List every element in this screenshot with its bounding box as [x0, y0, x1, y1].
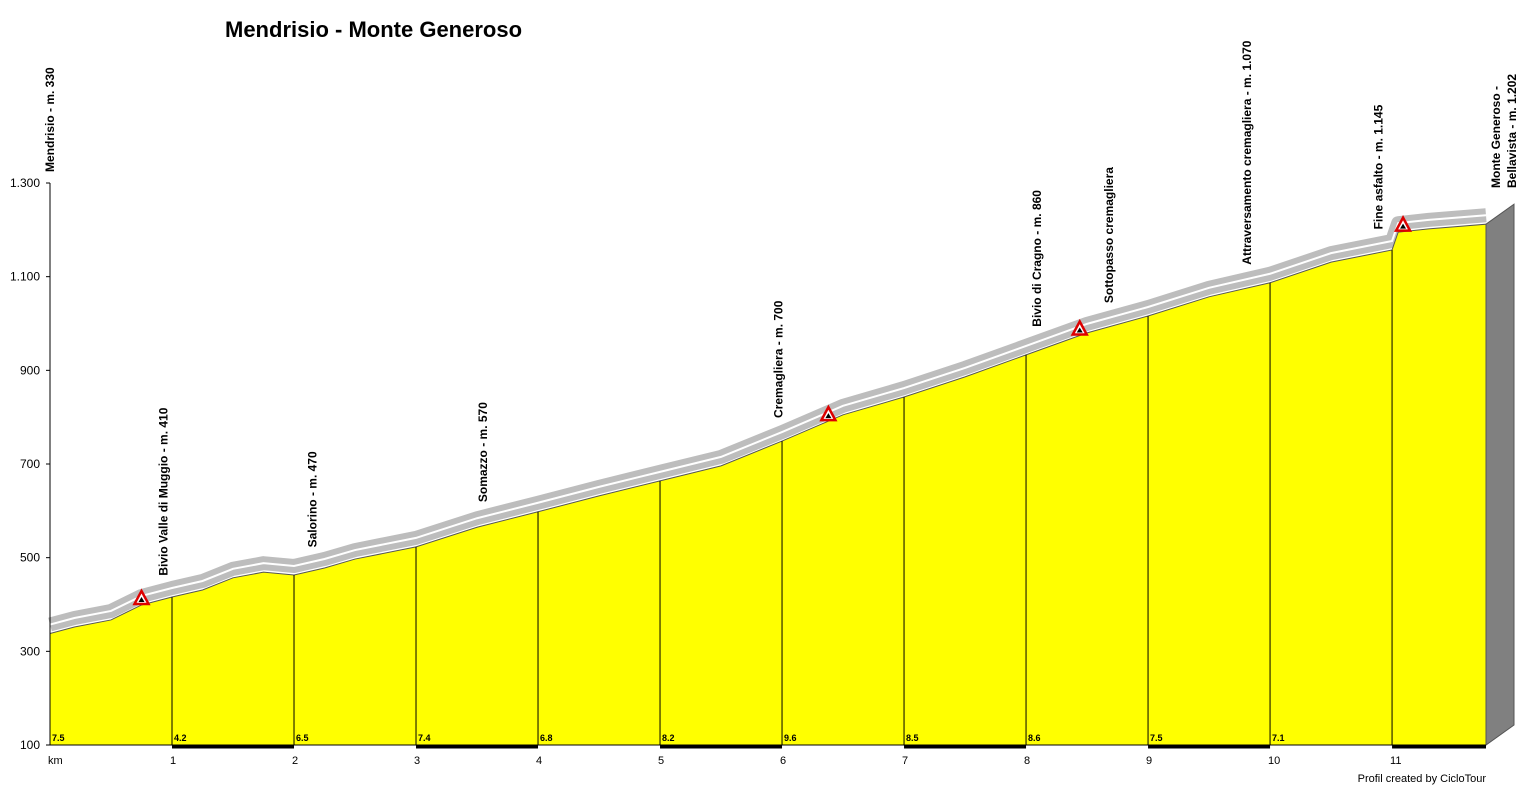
annotation-label: Cremagliera - m. 700	[771, 300, 785, 418]
elevation-area	[49, 223, 1487, 746]
annotation: Monte Generoso - Bellavista - m. 1.202	[1489, 74, 1519, 188]
warning-inner	[138, 596, 145, 602]
annotation-label: Bellavista - m. 1.202	[1505, 74, 1519, 188]
x-tick-label: 11	[1390, 755, 1401, 767]
annotation-label: Attraversamento cremagliera - m. 1.070	[1240, 40, 1254, 264]
x-tick-label: 5	[658, 755, 664, 767]
gradient-label: 7.4	[418, 733, 431, 743]
chart-title: Mendrisio - Monte Generoso	[225, 17, 522, 42]
y-tick-label: 1.300	[10, 176, 40, 190]
x-tick-label: 4	[536, 755, 542, 767]
x-tick-label: 7	[902, 755, 908, 767]
y-tick-label: 1.100	[10, 270, 40, 284]
annotation: Somazzo - m. 570	[476, 402, 490, 502]
annotation-label: Bivio di Cragno - m. 860	[1030, 190, 1044, 327]
y-tick-label: 700	[20, 457, 40, 471]
x-tick-label: 2	[292, 755, 298, 767]
annotation: Salorino - m. 470	[305, 451, 319, 547]
annotation: Mendrisio - m. 330	[43, 67, 57, 172]
x-tick-label: 3	[414, 755, 420, 767]
warning-inner	[825, 413, 832, 419]
gradient-label: 8.6	[1028, 733, 1041, 743]
gradient-label: 7.1	[1272, 733, 1285, 743]
annotation-label: Somazzo - m. 570	[476, 402, 490, 502]
annotation: Attraversamento cremagliera - m. 1.070	[1240, 40, 1254, 264]
x-tick-label: 9	[1146, 755, 1152, 767]
annotation-label: Sottopasso cremagliera	[1102, 167, 1116, 303]
gradient-label: 7.5	[52, 733, 65, 743]
footer: Profil created by CicloTour	[1358, 773, 1487, 785]
annotation: Bivio Valle di Muggio - m. 410	[157, 407, 171, 575]
annotation: Cremagliera - m. 700	[771, 300, 785, 418]
annotation-label: Salorino - m. 470	[305, 451, 319, 547]
gradient-label: 6.5	[296, 733, 309, 743]
x-tick-label: 10	[1268, 755, 1280, 767]
annotation-label: Mendrisio - m. 330	[43, 67, 57, 172]
gradient-label: 9.6	[784, 733, 797, 743]
annotation-label: Fine asfalto - m. 1.145	[1372, 104, 1386, 229]
annotation: Sottopasso cremagliera	[1102, 167, 1116, 303]
road-line	[49, 214, 1487, 626]
x-tick-label: 1	[170, 755, 176, 767]
gradient-label: 8.5	[906, 733, 919, 743]
warning-inner	[1076, 327, 1083, 333]
side-face	[1485, 203, 1515, 746]
annotation-label: Monte Generoso -	[1489, 86, 1503, 188]
annotation: Bivio di Cragno - m. 860	[1030, 190, 1044, 327]
x-tick-label: 6	[780, 755, 786, 767]
annotation: Fine asfalto - m. 1.145	[1372, 104, 1386, 229]
gradient-label: 4.2	[174, 733, 187, 743]
annotation-label: Bivio Valle di Muggio - m. 410	[157, 407, 171, 575]
gradient-label: 8.2	[662, 733, 675, 743]
x-tick-label: 8	[1024, 755, 1030, 767]
gradient-label: 7.5	[1150, 733, 1163, 743]
warning-inner	[1400, 223, 1407, 229]
x-tick-label: km	[48, 755, 63, 767]
y-tick-label: 900	[20, 363, 40, 377]
y-tick-label: 300	[20, 644, 40, 658]
gradient-label: 6.8	[540, 733, 553, 743]
y-tick-label: 500	[20, 551, 40, 565]
y-tick-label: 100	[20, 738, 40, 752]
